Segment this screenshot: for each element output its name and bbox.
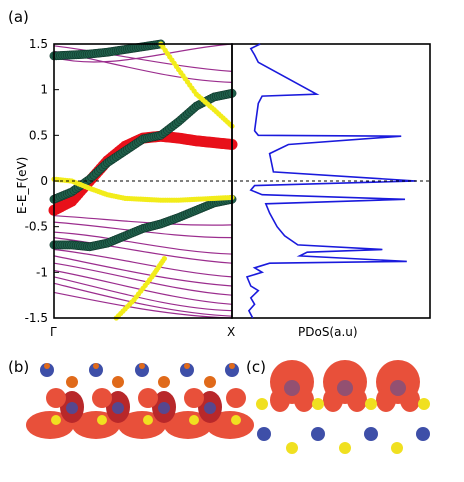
- atom-orange: [184, 363, 190, 369]
- structure-c-isosurface: [256, 360, 430, 454]
- atom-blue: [89, 363, 103, 377]
- atom-blue: [180, 363, 194, 377]
- thin-band-line: [53, 43, 233, 63]
- atom-yellow: [418, 398, 430, 410]
- atom-orange: [229, 363, 235, 369]
- atom-orange: [204, 376, 216, 388]
- y-tick-label: -1: [36, 265, 48, 279]
- band-marker-yellow: [161, 256, 167, 262]
- y-axis-title: E-E_F(eV): [15, 157, 29, 214]
- isosurface-lobe: [347, 388, 367, 412]
- atom-blue: [257, 427, 271, 441]
- atom-blue: [416, 427, 430, 441]
- isosurface-lobe: [138, 388, 158, 408]
- structure-b-isosurface: [26, 363, 254, 439]
- y-tick-label: -0.5: [25, 220, 48, 234]
- y-tick-label: -1.5: [25, 311, 48, 325]
- atom-orange: [112, 376, 124, 388]
- isosurface-lobe: [46, 388, 66, 408]
- y-tick-label: 0.5: [29, 128, 48, 142]
- atom-yellow: [51, 415, 61, 425]
- isosurface-lobe: [226, 388, 246, 408]
- atom-blue: [40, 363, 54, 377]
- isosurface-lobe: [184, 388, 204, 408]
- isosurface-lobe: [92, 388, 112, 408]
- pdos-x-label: PDoS(a.u): [298, 325, 358, 339]
- isosurface-lobe: [26, 411, 74, 439]
- isosurface-lobe: [118, 411, 166, 439]
- pdos-plot: PDoS(a.u): [231, 43, 431, 339]
- thin-band-line: [53, 248, 233, 278]
- isosurface-lobe: [270, 388, 290, 412]
- atom-orange: [158, 376, 170, 388]
- atom-blue: [284, 380, 300, 396]
- atom-blue: [158, 402, 170, 414]
- atom-blue: [66, 402, 78, 414]
- thin-band-line: [53, 262, 233, 296]
- thin-band-line: [53, 291, 233, 319]
- atom-orange: [93, 363, 99, 369]
- panel-label-c: (c): [246, 358, 266, 376]
- atom-orange: [139, 363, 145, 369]
- atom-yellow: [312, 398, 324, 410]
- atom-blue: [204, 402, 216, 414]
- x-tick-x: X: [227, 325, 235, 339]
- atom-orange: [44, 363, 50, 369]
- atom-yellow: [143, 415, 153, 425]
- isosurface-lobe: [323, 388, 343, 412]
- atom-blue: [225, 363, 239, 377]
- atom-blue: [311, 427, 325, 441]
- atom-blue: [135, 363, 149, 377]
- atom-blue: [112, 402, 124, 414]
- atom-yellow: [189, 415, 199, 425]
- atom-yellow: [256, 398, 268, 410]
- isosurface-lobe: [72, 411, 120, 439]
- thin-band-line: [53, 231, 233, 255]
- atom-yellow: [231, 415, 241, 425]
- isosurface-lobe: [164, 411, 212, 439]
- atom-yellow: [97, 415, 107, 425]
- isosurface-lobe: [294, 388, 314, 412]
- y-tick-label: 1: [40, 83, 48, 97]
- thin-band-line: [53, 215, 233, 226]
- fat-bands: [48, 39, 238, 321]
- y-tick-label: 1.5: [29, 37, 48, 51]
- pdos-plot-frame: [231, 43, 431, 319]
- atom-blue: [390, 380, 406, 396]
- x-tick-gamma: Γ: [50, 325, 57, 339]
- panel-label-b: (b): [8, 358, 29, 376]
- atom-blue: [364, 427, 378, 441]
- atom-orange: [66, 376, 78, 388]
- atom-yellow: [286, 442, 298, 454]
- atom-yellow: [391, 442, 403, 454]
- isosurface-lobe: [376, 388, 396, 412]
- thin-band-line: [53, 282, 233, 317]
- band-structure-plot: -1.5 -1 -0.5 0 0.5 1 1.5 Γ X E-E_F(eV): [15, 37, 238, 339]
- atom-yellow: [339, 442, 351, 454]
- pdos-curve: [245, 43, 417, 319]
- panel-label-a: (a): [8, 8, 29, 26]
- band-y-ticks: -1.5 -1 -0.5 0 0.5 1 1.5: [25, 37, 59, 325]
- thin-band-line: [53, 45, 233, 72]
- atom-yellow: [365, 398, 377, 410]
- thin-band-line: [53, 276, 233, 312]
- atom-blue: [337, 380, 353, 396]
- y-tick-label: 0: [40, 174, 48, 188]
- thin-band-line: [53, 255, 233, 287]
- thin-band-line: [53, 237, 233, 264]
- isosurface-lobe: [400, 388, 420, 412]
